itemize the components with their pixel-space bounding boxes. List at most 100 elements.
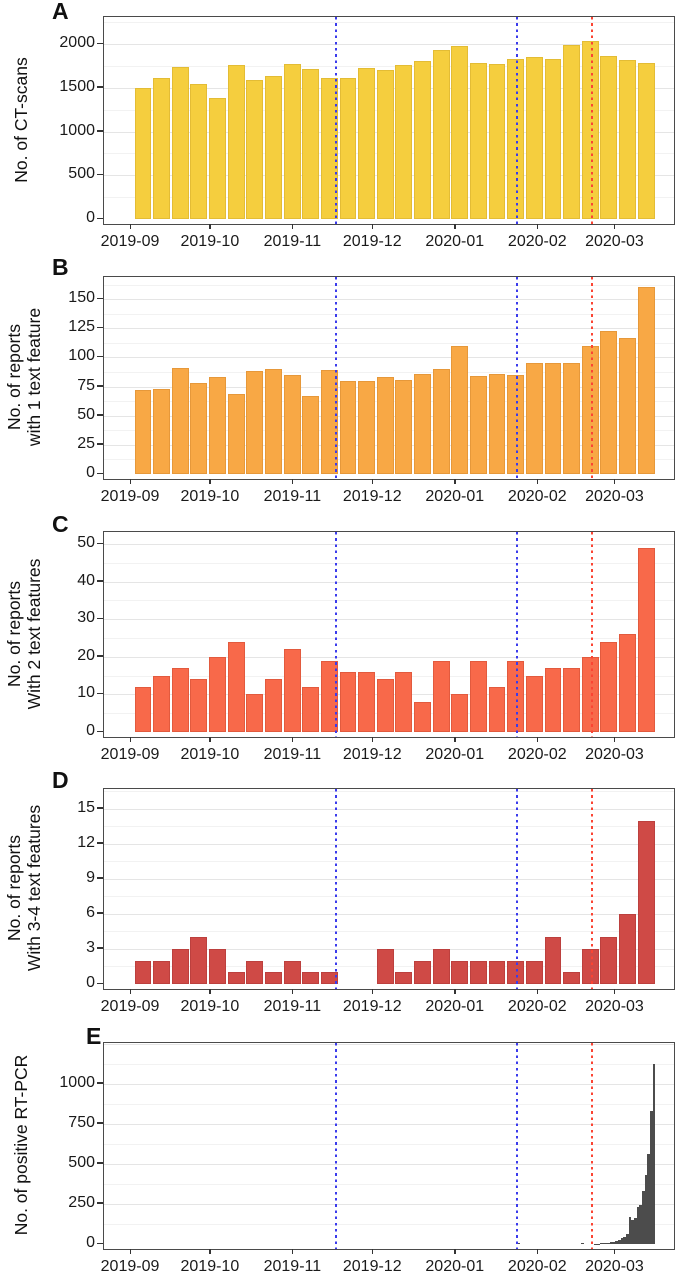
bar [650,1111,653,1244]
bar [581,948,599,984]
y-tick-mark [97,1122,103,1124]
bar [525,960,543,984]
figure-panel-b: B No. of reports with 1 text feature 0 25 50 7… [0,254,685,513]
gridline [104,22,674,24]
bar [563,668,581,732]
y-tick-label: 750 [68,1113,95,1131]
x-tick-label: 2020-03 [585,1258,644,1275]
bar [246,371,264,474]
y-tick-label: 50 [77,534,95,552]
bar [610,1242,613,1244]
y-tick-label: 25 [77,434,95,452]
x-tick-mark [536,479,539,485]
bar [623,1236,627,1244]
bar [302,395,320,474]
plot-area [103,788,675,990]
bar [395,972,413,984]
bar [414,701,431,732]
bar [525,57,543,219]
plot-area [103,1042,675,1250]
y-tick-label: 100 [68,347,95,365]
gridline [104,861,674,863]
bar [637,287,655,474]
bar [265,369,282,474]
bar [619,337,636,474]
y-tick-mark [97,982,103,984]
bar [265,679,282,732]
bar [190,679,208,732]
y-tick-label: 0 [86,722,95,739]
plot-area [103,531,675,738]
x-tick-label: 2020-03 [585,746,644,763]
x-tick-label: 2019-12 [342,233,402,250]
vline-event-blue [515,789,518,989]
y-tick-mark [97,414,103,416]
y-tick-mark [97,42,103,45]
y-tick-mark [97,1162,103,1164]
x-tick-mark [129,479,131,485]
gridline [104,1143,674,1145]
x-tick-mark [371,989,374,995]
y-tick-label: 2000 [59,34,95,52]
bar [607,1242,611,1244]
bar [153,675,171,732]
y-tick-label: 15 [77,798,95,816]
bar [265,75,282,219]
bar [432,50,450,219]
bar [414,960,431,984]
bar [302,972,320,984]
y-tick-label: 40 [77,571,95,589]
bar [395,671,413,732]
y-tick-mark [97,617,103,620]
y-tick-mark [97,692,103,695]
x-tick-label: 2019-11 [263,488,322,505]
x-tick-label: 2020-01 [425,233,485,250]
bar [283,649,301,732]
x-tick-mark [291,479,294,485]
bar [209,656,226,732]
vline-event-blue [334,1043,337,1249]
y-tick-mark [97,580,103,582]
y-tick-mark [97,730,103,732]
bar [358,67,376,219]
bar [414,60,431,219]
bar [619,59,636,219]
bar [171,668,189,732]
gridline [104,1203,674,1205]
y-tick-label: 1000 [59,121,95,139]
x-tick-mark [371,1249,374,1255]
x-tick-label: 2019-09 [100,1258,160,1275]
x-tick-mark [613,737,616,743]
x-tick-mark [454,989,456,995]
x-tick-mark [209,737,211,743]
bar [580,1242,584,1244]
x-tick-mark [129,224,131,230]
x-tick-mark [536,989,539,995]
gridline [104,357,674,359]
bar [320,972,338,984]
bar [637,547,655,732]
vline-epidemic-red [590,277,593,479]
y-tick-mark [97,297,103,300]
bar [636,1207,640,1244]
bar [619,913,636,984]
x-tick-label: 2019-09 [100,998,160,1015]
vline-event-blue [334,532,337,737]
y-tick-label: 150 [68,289,95,307]
bar [432,948,450,984]
bar [451,45,469,219]
x-tick-label: 2019-10 [180,1258,240,1275]
x-tick-mark [209,479,211,485]
bar [600,330,618,474]
gridline [104,328,674,330]
y-tick-label: 0 [86,1234,95,1251]
y-tick-label: 6 [86,903,95,921]
y-tick-mark [97,130,103,132]
x-tick-mark [291,737,294,743]
x-tick-label: 2019-10 [180,998,240,1015]
gridline [104,372,674,373]
bar [265,972,282,984]
y-tick-mark [97,1082,103,1084]
bar [451,345,469,474]
bar [339,78,357,219]
